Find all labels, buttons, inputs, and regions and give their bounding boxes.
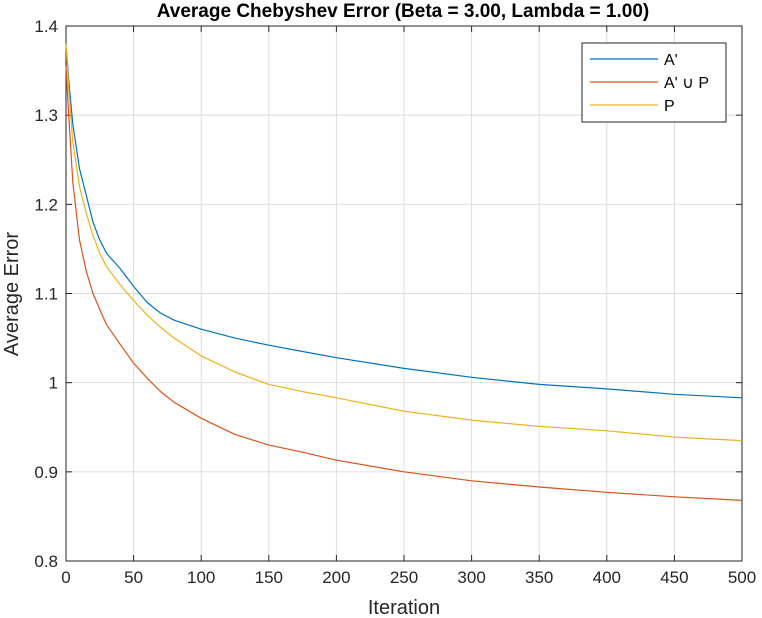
chart-title: Average Chebyshev Error (Beta = 3.00, La… xyxy=(157,1,649,22)
y-tick-label: 1.4 xyxy=(34,17,58,36)
y-tick-label: 0.8 xyxy=(34,552,58,571)
x-tick-label: 400 xyxy=(593,568,621,587)
y-tick-label: 1.2 xyxy=(34,195,58,214)
series-line-1 xyxy=(65,66,743,501)
legend-label: P xyxy=(664,98,675,115)
y-tick-label: 1.3 xyxy=(34,106,58,125)
x-tick-label: 250 xyxy=(390,568,418,587)
x-tick-label: 450 xyxy=(660,568,688,587)
y-tick-label: 1 xyxy=(49,374,58,393)
x-axis-label: Iteration xyxy=(368,597,440,618)
series-line-0 xyxy=(65,43,743,399)
legend-label: A' ∪ P xyxy=(664,75,709,92)
x-tick-label: 0 xyxy=(61,568,70,587)
series-line-2 xyxy=(65,43,743,442)
y-axis-label: Average Error xyxy=(1,232,23,356)
x-tick-label: 300 xyxy=(457,568,485,587)
x-tick-label: 150 xyxy=(255,568,283,587)
x-tick-label: 350 xyxy=(525,568,553,587)
x-tick-label: 200 xyxy=(322,568,350,587)
y-tick-label: 0.9 xyxy=(34,463,58,482)
x-tick-label: 50 xyxy=(124,568,143,587)
axis-ticks: 0 50 100 150 200 250 300 350 400 450 500 0.8 0.9 1 1.1… xyxy=(34,17,756,587)
legend: A' A' ∪ P P xyxy=(581,42,727,123)
legend-label: A' xyxy=(664,52,678,69)
x-tick-label: 500 xyxy=(728,568,756,587)
y-tick-label: 1.1 xyxy=(34,285,58,304)
series-lines xyxy=(65,43,743,501)
x-tick-label: 100 xyxy=(187,568,215,587)
